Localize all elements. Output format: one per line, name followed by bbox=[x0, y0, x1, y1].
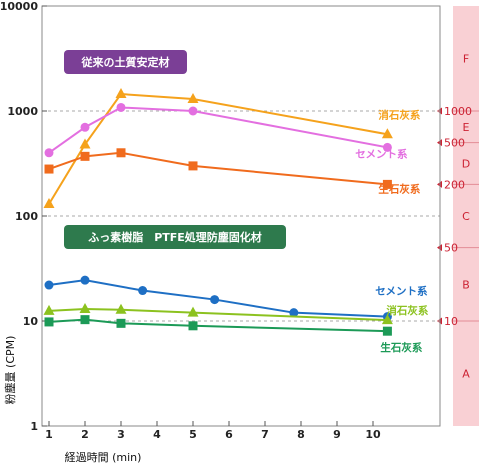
data-point-square bbox=[188, 321, 198, 331]
zone-label-a: A bbox=[462, 368, 470, 381]
group-label-conventional-text: 従来の土質安定材 bbox=[81, 55, 170, 69]
data-point-circle bbox=[188, 106, 198, 116]
series-label-conventional: 消石灰系 bbox=[378, 108, 420, 121]
y-tick-label: 100 bbox=[15, 210, 38, 223]
data-point-square bbox=[188, 161, 198, 171]
series-line-ptfe-3 bbox=[48, 279, 388, 318]
series-label-conventional: セメント系 bbox=[355, 147, 408, 160]
data-point-square bbox=[80, 315, 90, 325]
x-tick-label: 5 bbox=[189, 428, 197, 441]
data-point-circle bbox=[138, 286, 148, 296]
axes: 1 10 100 1000 10000 1 2 3 4 5 6 7 8 9 10 bbox=[0, 0, 441, 441]
zone-label-e: E bbox=[463, 121, 470, 134]
data-point-circle bbox=[44, 280, 54, 290]
data-point-triangle bbox=[187, 93, 199, 104]
x-tick-label: 4 bbox=[153, 428, 161, 441]
data-point-square bbox=[44, 164, 54, 174]
data-point-triangle bbox=[43, 198, 55, 209]
y-tick-label: 10000 bbox=[0, 0, 38, 13]
data-point-triangle bbox=[43, 304, 55, 315]
x-axis-label: 経過時間 (min) bbox=[65, 451, 142, 464]
group-band-conventional bbox=[64, 50, 187, 74]
x-tick-label: 6 bbox=[225, 428, 233, 441]
data-point-circle bbox=[80, 122, 90, 132]
x-tick-label: 8 bbox=[297, 428, 305, 441]
data-point-triangle bbox=[381, 128, 393, 139]
data-point-square bbox=[80, 151, 90, 161]
data-point-circle bbox=[382, 142, 392, 152]
group-label-conventional: 従来の土質安定材 bbox=[64, 50, 187, 74]
zone-boundary-label: 1000 bbox=[444, 105, 472, 118]
series-label-ptfe: 消石灰系 bbox=[386, 304, 428, 317]
y-tick-label: 1000 bbox=[7, 105, 38, 118]
data-point-circle bbox=[80, 275, 90, 285]
x-tick-label: 2 bbox=[81, 428, 89, 441]
zone-boundary-label: 50 bbox=[444, 242, 458, 255]
data-point-triangle bbox=[115, 303, 127, 314]
data-point-square bbox=[116, 148, 126, 158]
series-label-ptfe: セメント系 bbox=[375, 285, 428, 298]
data-point-circle bbox=[289, 308, 299, 318]
data-point-triangle bbox=[79, 303, 91, 314]
group-label-ptfe-text: ふっ素樹脂 PTFE処理防塵固化材 bbox=[88, 230, 262, 244]
data-point-triangle bbox=[115, 88, 127, 99]
zone-boundary-label: 10 bbox=[444, 315, 458, 328]
series-label-conventional: 生石灰系 bbox=[378, 182, 420, 195]
data-point-triangle bbox=[79, 138, 91, 149]
data-point-square bbox=[116, 318, 126, 328]
data-point-triangle bbox=[187, 306, 199, 317]
zone-column-background bbox=[453, 6, 479, 426]
series-lines bbox=[43, 88, 393, 336]
group-label-ptfe: ふっ素樹脂 PTFE処理防塵固化材 bbox=[64, 225, 286, 249]
data-point-circle bbox=[210, 295, 220, 305]
x-tick-label: 3 bbox=[117, 428, 125, 441]
group-band-ptfe bbox=[64, 225, 286, 249]
y-axis-label: 粉塵量 (CPM) bbox=[3, 336, 17, 405]
x-tick-label: 7 bbox=[261, 428, 269, 441]
data-point-circle bbox=[44, 148, 54, 158]
x-tick-label: 10 bbox=[365, 428, 381, 441]
zone-label-b: B bbox=[462, 278, 470, 291]
data-point-square bbox=[44, 317, 54, 327]
y-tick-label: 1 bbox=[30, 420, 38, 433]
y-tick-label: 10 bbox=[23, 315, 39, 328]
data-point-triangle bbox=[381, 314, 393, 325]
zone-label-c: C bbox=[462, 210, 470, 223]
series-label-ptfe: 生石灰系 bbox=[380, 341, 422, 354]
data-point-square bbox=[382, 179, 392, 189]
x-tick-label: 1 bbox=[45, 428, 53, 441]
zone-column: A B C D E F 10 50 200 500 1000 bbox=[437, 6, 479, 426]
zone-label-f: F bbox=[463, 53, 469, 66]
zone-boundary-label: 200 bbox=[444, 178, 465, 191]
zone-boundary-label: 500 bbox=[444, 137, 465, 150]
data-point-square bbox=[382, 326, 392, 336]
zone-label-d: D bbox=[462, 158, 470, 171]
x-tick-label: 9 bbox=[333, 428, 341, 441]
data-point-circle bbox=[116, 102, 126, 112]
